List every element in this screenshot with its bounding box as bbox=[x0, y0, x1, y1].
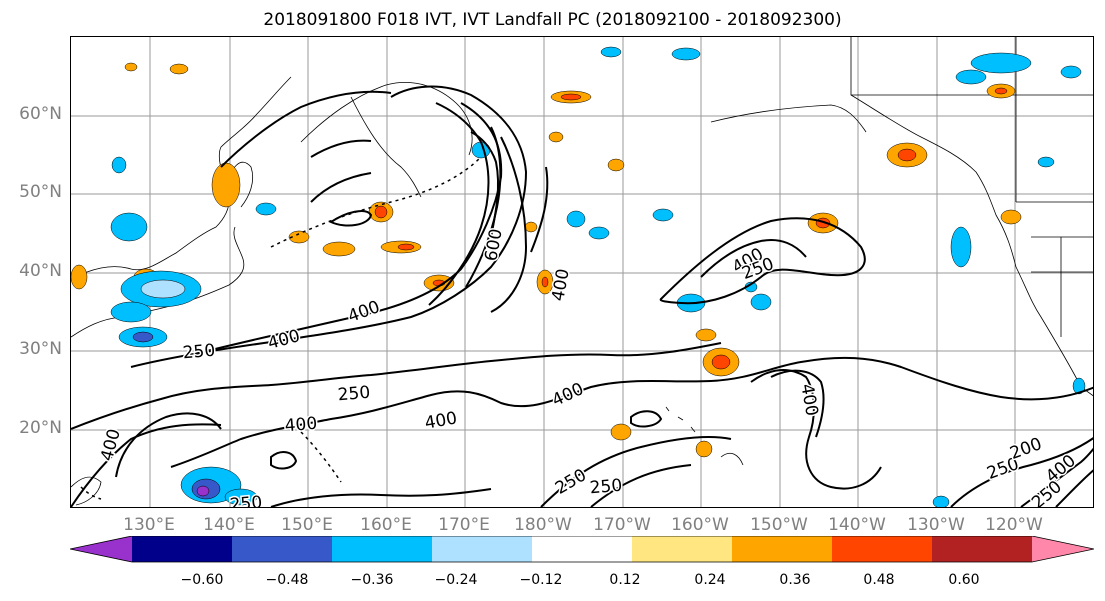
lon-label-140w: 140°W bbox=[828, 515, 886, 535]
lat-label-20n: 20°N bbox=[19, 418, 62, 438]
colorbar-segment bbox=[132, 536, 233, 562]
colorbar-tick-pos036: 0.36 bbox=[779, 572, 811, 588]
lon-label-140e: 140°E bbox=[203, 515, 255, 535]
lon-label-170w: 170°W bbox=[593, 515, 651, 535]
colorbar-extend-low bbox=[70, 536, 132, 562]
colorbar-extend-high bbox=[1032, 536, 1094, 562]
coastlines bbox=[71, 37, 1093, 506]
contour-label: 250 bbox=[229, 493, 263, 508]
contour-label: 400 bbox=[796, 382, 821, 417]
colorbar-outline bbox=[70, 536, 1094, 563]
lon-label-130w: 130°W bbox=[907, 515, 965, 535]
contour-label: 400 bbox=[266, 326, 303, 354]
colorbar-tick-neg060: −0.60 bbox=[180, 572, 224, 588]
colorbar-segment bbox=[632, 536, 733, 562]
lon-label-160w: 160°W bbox=[671, 515, 729, 535]
colorbar-segment bbox=[532, 536, 633, 562]
lon-label-160e: 160°E bbox=[360, 515, 412, 535]
colorbar-segment bbox=[832, 536, 933, 562]
contour-label: 200 bbox=[1007, 434, 1044, 464]
lon-label-130e: 130°E bbox=[123, 515, 175, 535]
map-title: 2018091800 F018 IVT, IVT Landfall PC (20… bbox=[263, 10, 842, 30]
colorbar bbox=[70, 536, 1094, 564]
colorbar-tick-neg024: −0.24 bbox=[434, 572, 478, 588]
colorbar-segment bbox=[332, 536, 433, 562]
colorbar-tick-neg036: −0.36 bbox=[350, 572, 394, 588]
colorbar-tick-neg048: −0.48 bbox=[265, 572, 309, 588]
lat-label-50n: 50°N bbox=[19, 182, 62, 202]
contour-label: 250 bbox=[589, 476, 623, 499]
colorbar-segment bbox=[732, 536, 833, 562]
contour-label: 400 bbox=[549, 379, 587, 411]
lon-label-180w: 180°W bbox=[514, 515, 572, 535]
contour-label: 250 bbox=[337, 383, 371, 406]
colorbar-tick-pos012: 0.12 bbox=[609, 572, 641, 588]
colorbar-segment bbox=[932, 536, 1033, 562]
lat-label-30n: 30°N bbox=[19, 339, 62, 359]
ivt-contour-dashed bbox=[80, 156, 482, 500]
colorbar-tick-pos048: 0.48 bbox=[863, 572, 895, 588]
lon-label-150e: 150°E bbox=[281, 515, 333, 535]
colorbar-segment bbox=[232, 536, 333, 562]
ivt-shading bbox=[71, 46, 1086, 507]
colorbar-segment bbox=[432, 536, 533, 562]
map-panel: 400 600 400 400 250 400 250 250 400 400 400 400 400 2… bbox=[70, 36, 1094, 508]
lon-label-120w: 120°W bbox=[985, 515, 1043, 535]
contour-label: 600 bbox=[481, 227, 506, 262]
colorbar-canvas bbox=[70, 536, 1094, 563]
ivt-contours bbox=[71, 85, 1093, 507]
lon-label-150w: 150°W bbox=[750, 515, 808, 535]
contour-label: 400 bbox=[345, 297, 382, 327]
colorbar-tick-pos024: 0.24 bbox=[694, 572, 726, 588]
gridlines bbox=[71, 37, 1093, 507]
contour-label: 400 bbox=[284, 414, 318, 437]
colorbar-tick-neg012: −0.12 bbox=[519, 572, 563, 588]
lat-label-60n: 60°N bbox=[19, 104, 62, 124]
lat-label-40n: 40°N bbox=[19, 261, 62, 281]
lon-label-170e: 170°E bbox=[438, 515, 490, 535]
contour-label: 400 bbox=[548, 267, 573, 302]
contour-label: 250 bbox=[182, 341, 216, 364]
colorbar-tick-pos060: 0.60 bbox=[948, 572, 980, 588]
